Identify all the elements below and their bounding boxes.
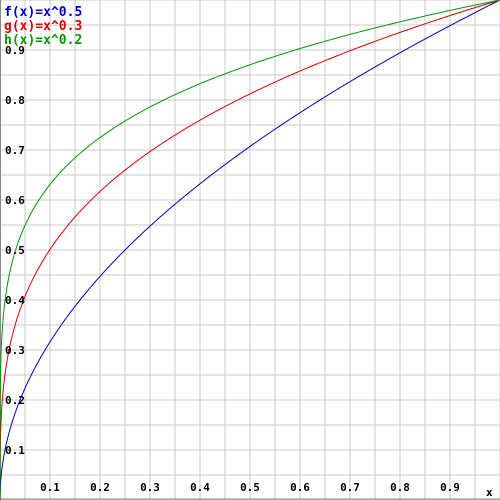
x-axis-label: x [486,486,493,499]
x-tick-label: 0.4 [190,481,210,494]
legend-entry: f(x)=x^0.5 [4,5,82,20]
x-tick-label: 0.8 [390,481,410,494]
y-tick-label: 0.3 [5,344,25,357]
legend: f(x)=x^0.5g(x)=x^0.3h(x)=x^0.2 [4,5,82,48]
legend-entry: g(x)=x^0.3 [4,19,82,34]
x-tick-label: 0.6 [290,481,310,494]
y-tick-label: 0.9 [5,44,25,57]
y-tick-label: 0.8 [5,94,25,107]
y-tick-label: 0.5 [5,244,25,257]
y-tick-label: 0.2 [5,394,25,407]
x-tick-label: 0.9 [440,481,460,494]
y-tick-label: 0.6 [5,194,25,207]
x-tick-label: 0.1 [40,481,60,494]
x-tick-label: 0.3 [140,481,160,494]
y-tick-label: 0.4 [5,294,25,307]
legend-entry: h(x)=x^0.2 [4,33,82,48]
y-tick-label: 0.7 [5,144,25,157]
x-tick-label: 0.5 [240,481,260,494]
x-tick-label: 0.7 [340,481,360,494]
tick-labels: 0.1 0.2 0.3 0.4 0.5 0.6 0.7 0.8 0.9 0.1 0.2 0.3 0.4 0… [5,44,460,494]
y-tick-label: 0.1 [5,444,25,457]
x-tick-label: 0.2 [90,481,110,494]
